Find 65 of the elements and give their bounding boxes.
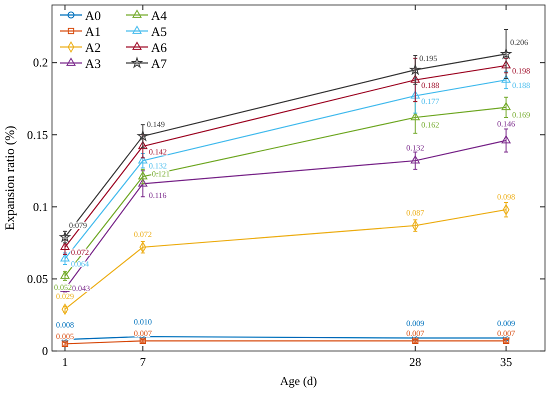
legend-label: A5 [151,24,167,39]
data-label: 0.188 [512,80,530,90]
point [138,156,148,164]
data-label: 0.005 [56,332,74,341]
legend-label: A7 [151,56,168,71]
data-label: 0.043 [72,284,90,294]
point [502,135,511,144]
point [500,48,512,59]
legend-label: A2 [85,40,101,55]
x-tick-label: 1 [62,355,68,369]
data-label: 0.162 [421,120,440,130]
data-label: 0.206 [510,38,528,48]
y-tick-label: 0.2 [33,56,48,70]
y-tick-label: 0.15 [27,128,48,142]
point [138,141,148,150]
data-label: 0.087 [406,208,424,218]
x-tick-label: 7 [140,355,146,369]
point [60,270,70,279]
data-label: 0.198 [512,66,530,76]
point [502,60,511,68]
point [502,102,511,110]
data-label: 0.007 [497,328,516,338]
legend-label: A0 [85,8,101,23]
data-label: 0.132 [406,144,424,153]
data-label: 0.098 [497,192,516,202]
x-axis-title: Age (d) [280,374,317,388]
point [60,232,70,242]
legend-label: A4 [151,8,168,23]
data-label: 0.149 [146,120,165,130]
y-tick-label: 0.1 [33,200,48,214]
y-tick-label: 0 [42,344,48,358]
point [138,171,148,180]
point [138,130,148,141]
point [138,178,148,187]
data-label: 0.177 [421,96,440,106]
point [410,74,420,83]
data-label: 0.008 [56,320,74,330]
data-label: 0.072 [134,230,152,240]
y-tick-label: 0.05 [27,272,48,286]
data-label: 0.007 [134,328,152,338]
legend-label: A1 [85,24,101,39]
point [410,112,420,120]
data-label: 0.010 [134,318,152,327]
data-label: 0.009 [497,319,516,328]
data-label: 0.195 [419,54,438,63]
legend-label: A6 [151,40,168,55]
point [60,242,70,250]
data-label: 0.007 [406,328,424,338]
data-label: 0.188 [421,80,440,90]
data-label: 0.142 [148,147,167,156]
point [410,64,421,74]
point [502,74,511,83]
data-label: 0.029 [56,292,74,302]
x-tick-label: 28 [409,355,422,369]
data-label: 0.009 [406,319,424,328]
data-label: 0.132 [148,162,167,171]
legend-label: A3 [85,56,101,71]
point [410,156,420,164]
data-label: 0.116 [148,190,167,200]
data-label: 0.146 [497,120,516,129]
point [60,254,70,262]
y-axis-title: Expansion ratio (%) [2,126,17,230]
point [410,90,420,99]
data-label: 0.169 [512,110,530,120]
x-tick-label: 35 [500,355,512,369]
